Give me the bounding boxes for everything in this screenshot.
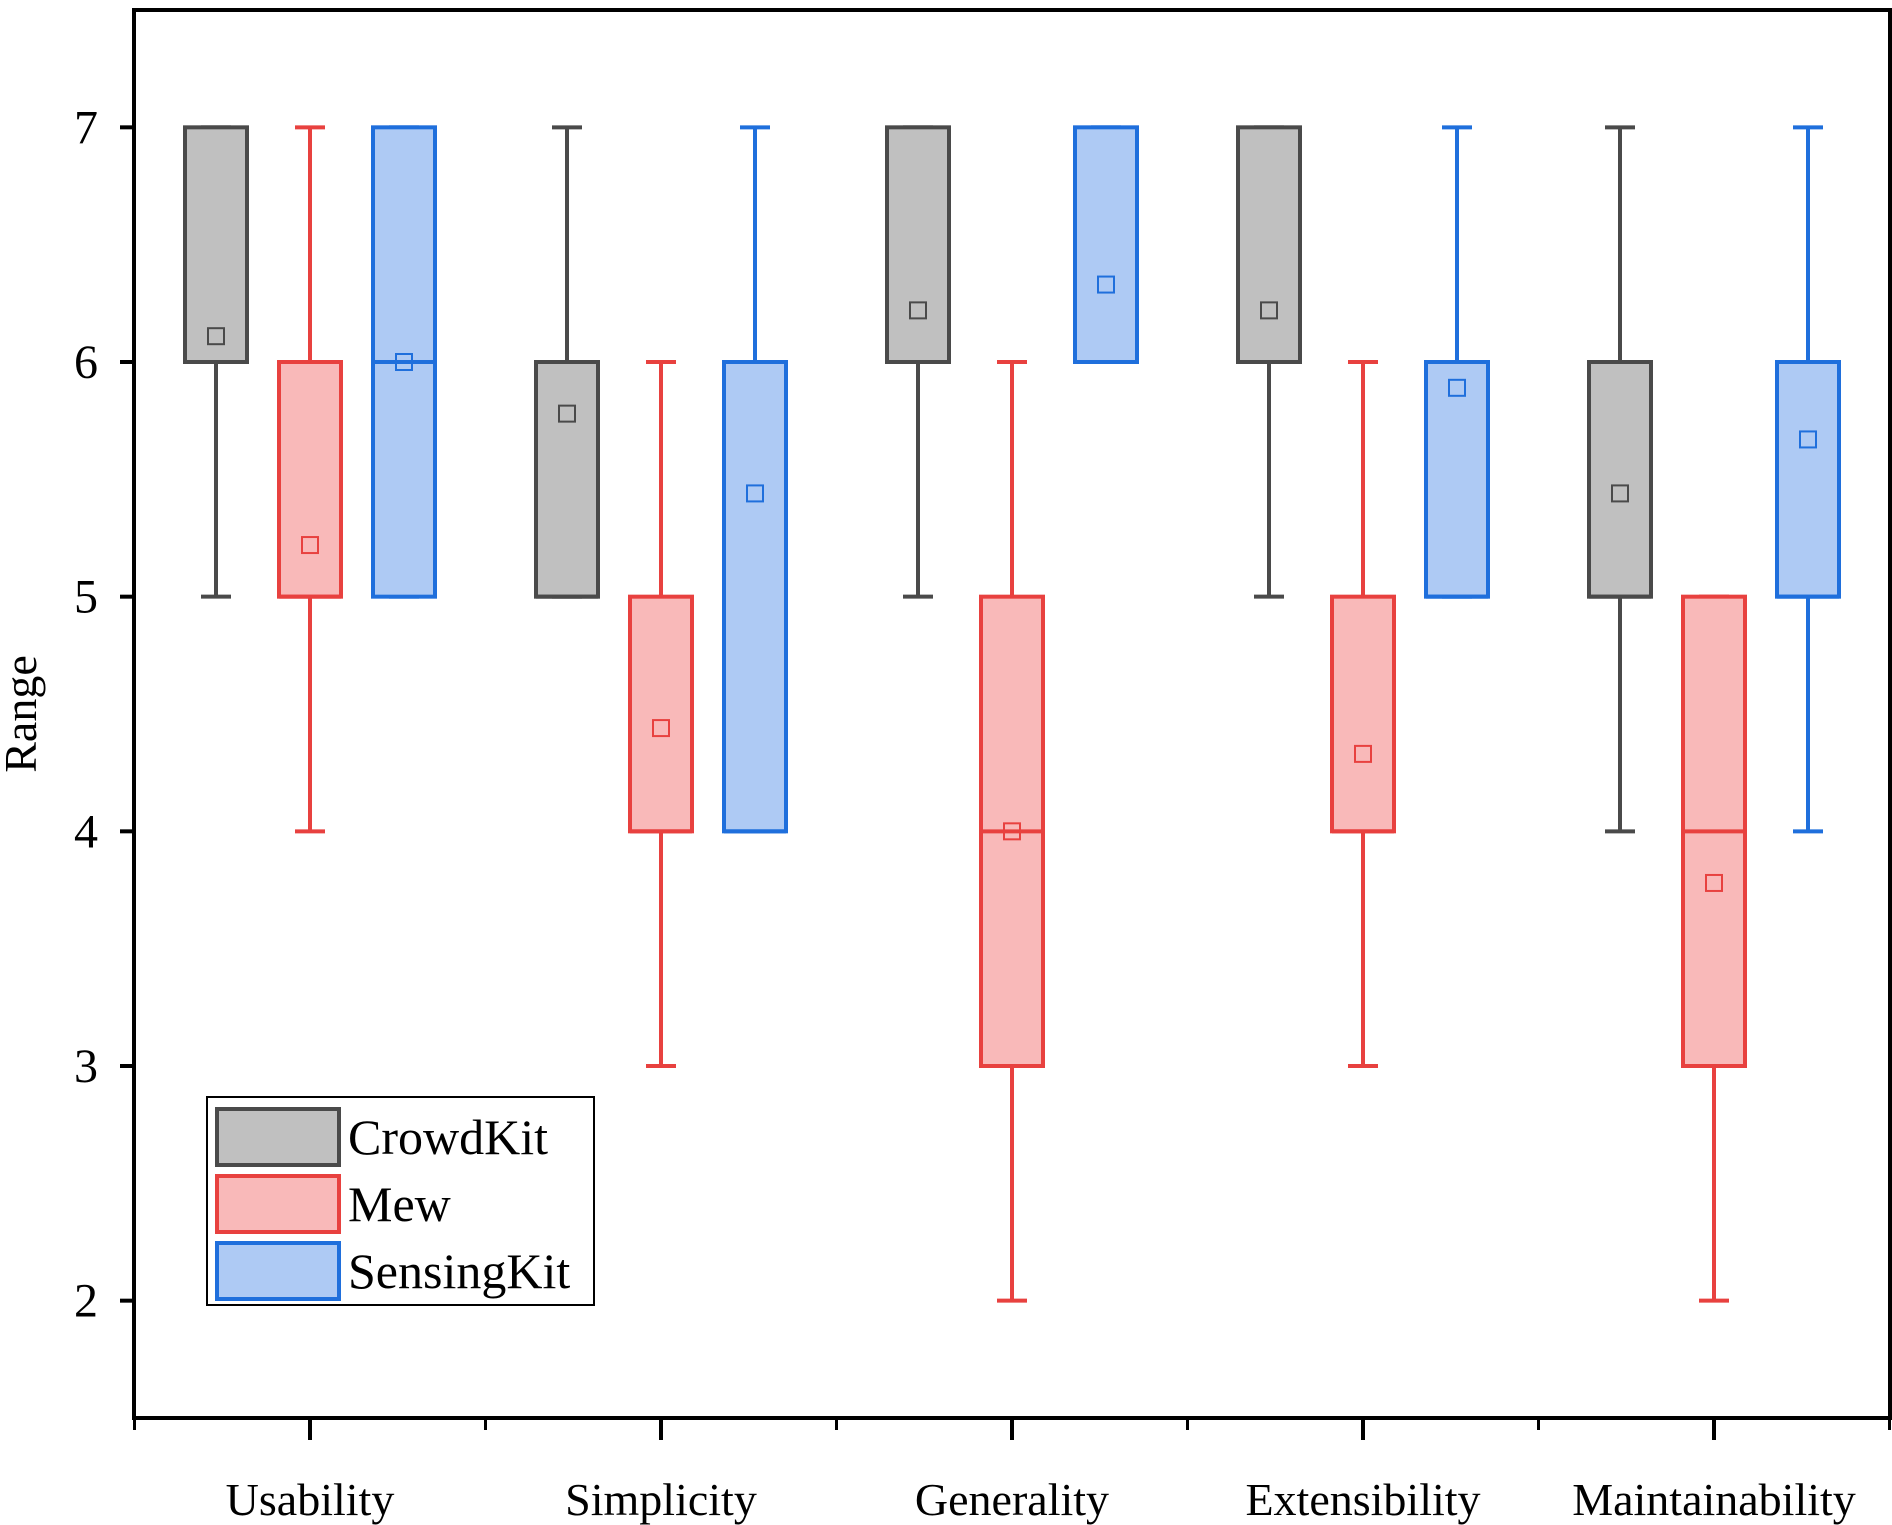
box-mew-maintainability (1681, 594, 1747, 1303)
legend-swatch-sensingkit (215, 1241, 341, 1301)
iqr-box (1424, 360, 1490, 599)
mean-marker (909, 301, 927, 320)
iqr-box (183, 125, 249, 365)
box-sensingkit-generality (1073, 125, 1139, 365)
plot-area (183, 125, 1841, 1303)
box-crowdkit-usability (183, 125, 249, 599)
axes: 2 3 4 5 6 7 Usability Simplicity Generality Exten… (74, 101, 1891, 1525)
box-crowdkit-generality (885, 125, 951, 599)
mean-marker (1705, 873, 1723, 892)
legend-label-sensingkit: SensingKit (348, 1243, 570, 1299)
iqr-box (1073, 125, 1139, 365)
mean-marker (558, 404, 576, 423)
x-tick-label: Extensibility (1245, 1474, 1480, 1525)
legend-swatch-mew (215, 1174, 341, 1234)
box-mew-generality (979, 360, 1045, 1303)
box-mew-extensibility (1330, 360, 1396, 1068)
legend-label-crowdkit: CrowdKit (348, 1109, 548, 1165)
box-sensingkit-extensibility (1424, 125, 1490, 599)
mean-marker (1354, 744, 1372, 763)
legend: CrowdKit Mew SensingKit (206, 1096, 595, 1306)
box-mew-simplicity (628, 360, 694, 1068)
box-crowdkit-maintainability (1587, 125, 1653, 834)
iqr-box (277, 360, 343, 599)
y-tick-label: 2 (74, 1275, 98, 1328)
legend-label-mew: Mew (348, 1176, 451, 1232)
x-tick-label: Usability (226, 1474, 395, 1525)
iqr-box (1330, 594, 1396, 834)
x-tick-label: Simplicity (565, 1474, 757, 1525)
y-tick-label: 6 (74, 336, 98, 389)
iqr-box (534, 360, 600, 599)
mean-marker (1260, 301, 1278, 320)
iqr-box (885, 125, 951, 365)
mean-marker (301, 536, 319, 555)
iqr-box (1236, 125, 1302, 365)
mean-marker (652, 719, 670, 738)
x-tick-label: Maintainability (1572, 1474, 1856, 1525)
mean-marker (1448, 378, 1466, 397)
box-sensingkit-usability (371, 125, 437, 599)
iqr-box (722, 360, 788, 834)
box-crowdkit-simplicity (534, 125, 600, 599)
mean-marker (1799, 430, 1817, 449)
legend-swatch-crowdkit (215, 1107, 341, 1167)
mean-marker (1097, 275, 1115, 294)
box-sensingkit-simplicity (722, 125, 788, 834)
iqr-box (628, 594, 694, 834)
y-tick-label: 3 (74, 1040, 98, 1093)
mean-marker (207, 327, 225, 346)
y-tick-label: 7 (74, 101, 98, 154)
y-tick-label: 4 (74, 805, 98, 858)
iqr-box (1587, 360, 1653, 599)
mean-marker (395, 353, 413, 371)
mean-marker (746, 484, 764, 503)
box-crowdkit-extensibility (1236, 125, 1302, 599)
box-sensingkit-maintainability (1775, 125, 1841, 834)
box-mew-usability (277, 125, 343, 834)
mean-marker (1611, 484, 1629, 503)
mean-marker (1003, 822, 1021, 841)
iqr-box (1775, 360, 1841, 599)
y-axis-title: Range (0, 655, 46, 773)
y-tick-label: 5 (74, 571, 98, 624)
x-tick-label: Generality (915, 1474, 1109, 1525)
